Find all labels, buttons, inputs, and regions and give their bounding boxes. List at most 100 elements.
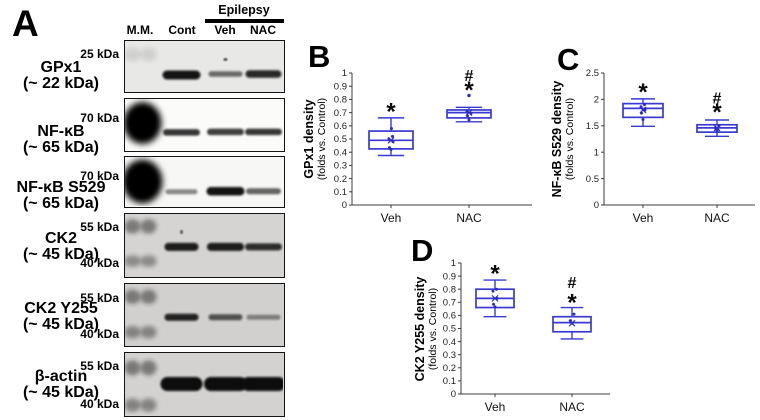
significance-marker: * bbox=[490, 261, 500, 288]
lane-label-veh: Veh bbox=[214, 23, 236, 37]
y-tick-label: 0.5 bbox=[443, 324, 456, 335]
data-point bbox=[495, 296, 499, 300]
lane-label-nac: NAC bbox=[250, 23, 276, 37]
marker-smudge bbox=[125, 326, 141, 339]
protein-band bbox=[160, 377, 203, 391]
blot-canvas bbox=[125, 101, 282, 144]
significance-marker: * bbox=[567, 289, 577, 316]
blot-canvas bbox=[125, 48, 282, 80]
mean-marker bbox=[465, 109, 473, 117]
x-category-label: NAC bbox=[559, 400, 585, 414]
marker-smudge bbox=[140, 289, 157, 304]
western-blot-panel: GPx1 (~ 22 kDa) 25 kDa NF-κB (~ 65 kDa) 70 kD… bbox=[0, 0, 300, 420]
protein-label: NF-κB (~ 65 kDa) bbox=[0, 124, 122, 156]
protein-label: CK2 (~ 45 kDa) bbox=[0, 231, 122, 263]
marker-smudge bbox=[140, 255, 157, 267]
mw-marker-label: 40 kDa bbox=[80, 397, 119, 411]
box bbox=[696, 123, 738, 133]
blot-canvas bbox=[125, 360, 283, 412]
mean-marker bbox=[568, 319, 576, 327]
blot-speck bbox=[223, 58, 228, 61]
y-tick-label: 0.3 bbox=[334, 161, 347, 172]
data-point bbox=[391, 134, 394, 138]
protein-band bbox=[207, 128, 244, 136]
data-point bbox=[639, 105, 643, 109]
mw-marker-label: 70 kDa bbox=[80, 169, 119, 184]
y-tick-label: 0.7 bbox=[443, 298, 456, 309]
y-tick-label: 0.4 bbox=[443, 337, 456, 348]
protein-label-line: NF-κB bbox=[37, 123, 85, 140]
data-point bbox=[572, 312, 576, 316]
y-tick-label: 0.6 bbox=[443, 311, 456, 322]
blot-canvas bbox=[125, 219, 282, 267]
ylabel-main: NF-κB S529 density bbox=[550, 80, 564, 198]
mean-marker bbox=[387, 136, 395, 144]
box bbox=[622, 102, 664, 119]
y-tick-label: 2.5 bbox=[586, 68, 599, 79]
marker-smudge bbox=[125, 289, 141, 304]
marker-smudge bbox=[125, 48, 141, 61]
ylabel-gpx1-density: GPx1 density (folds vs. Control) bbox=[302, 74, 330, 204]
y-tick-label: 2 bbox=[594, 95, 599, 106]
ylabel-sub: (folds vs. Control) bbox=[427, 287, 439, 371]
y-tick-label: 1 bbox=[342, 68, 347, 79]
significance-marker: * bbox=[712, 99, 722, 126]
mean-marker bbox=[713, 124, 721, 132]
mean-marker bbox=[639, 106, 647, 114]
marker-blob bbox=[125, 101, 162, 144]
mean-marker bbox=[639, 106, 647, 114]
y-tick-label: 0.6 bbox=[334, 121, 347, 132]
marker-smudge bbox=[140, 326, 157, 339]
marker-smudge bbox=[140, 398, 157, 412]
mw-marker-label: 40 kDa bbox=[80, 327, 119, 342]
y-tick-label: 0.1 bbox=[334, 187, 347, 198]
data-point bbox=[467, 118, 471, 122]
data-point bbox=[640, 111, 643, 115]
y-tick-label: 0.9 bbox=[443, 271, 456, 282]
protein-label-line: GPx1 bbox=[40, 59, 82, 76]
axis bbox=[351, 73, 532, 206]
panel-label-b: B bbox=[308, 39, 331, 74]
data-point bbox=[715, 129, 719, 133]
marker-blob-core bbox=[130, 166, 155, 197]
mw-marker-label: 40 kDa bbox=[80, 256, 119, 271]
protein-label: β-actin (~ 45 kDa) bbox=[0, 369, 122, 401]
y-tick-label: 0.8 bbox=[443, 284, 456, 295]
marker-smudge bbox=[125, 398, 141, 412]
marker-smudge bbox=[125, 360, 141, 376]
protein-label-line: (~ 45 kDa) bbox=[22, 384, 100, 401]
data-point bbox=[389, 148, 393, 152]
protein-band bbox=[245, 243, 282, 251]
protein-band bbox=[207, 242, 244, 251]
ylabel-sub: (folds vs. Control) bbox=[316, 97, 328, 181]
y-tick-label: 0.9 bbox=[334, 81, 347, 92]
ylabel-sub: (folds vs. Control) bbox=[564, 97, 576, 181]
protein-label-line: (~ 22 kDa) bbox=[22, 75, 100, 92]
protein-band bbox=[162, 70, 201, 80]
mean-marker bbox=[568, 319, 576, 327]
marker-blob-core bbox=[130, 108, 155, 137]
data-point bbox=[641, 117, 645, 121]
y-tick-label: 0.7 bbox=[334, 108, 347, 119]
mean-marker bbox=[387, 136, 395, 144]
data-point bbox=[466, 114, 469, 118]
protein-band bbox=[204, 377, 247, 391]
protein-band bbox=[206, 187, 245, 196]
protein-band bbox=[165, 189, 198, 195]
mw-marker-label: 25 kDa bbox=[80, 46, 119, 61]
ylabel-main: GPx1 density bbox=[302, 99, 316, 179]
data-point bbox=[493, 305, 497, 309]
blot-image bbox=[124, 283, 285, 347]
protein-band bbox=[164, 242, 199, 251]
panel-label-c: C bbox=[557, 42, 580, 77]
data-point bbox=[390, 126, 393, 130]
data-point bbox=[469, 111, 473, 115]
significance-marker: # bbox=[568, 275, 577, 292]
x-category-label: NAC bbox=[456, 211, 482, 225]
significance-marker: * bbox=[464, 77, 474, 104]
protein-band bbox=[246, 188, 281, 195]
protein-band bbox=[208, 71, 243, 77]
axis bbox=[460, 263, 610, 395]
protein-label-line: β-actin bbox=[34, 368, 88, 385]
y-tick-label: 1 bbox=[451, 258, 456, 269]
